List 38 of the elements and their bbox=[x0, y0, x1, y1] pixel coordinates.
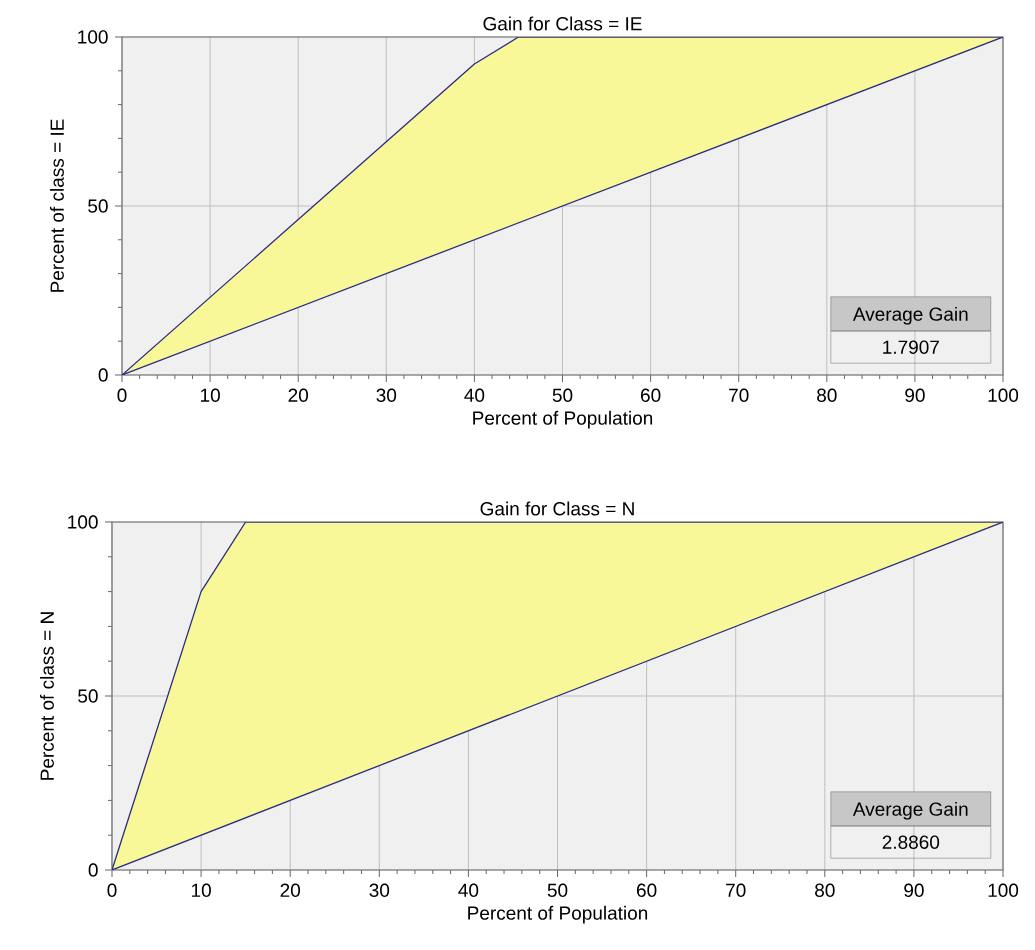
x-tick-label: 0 bbox=[117, 388, 127, 402]
y-tick-label: 50 bbox=[78, 689, 98, 703]
x-tick-label: 70 bbox=[726, 883, 746, 897]
x-tick-label: 10 bbox=[191, 883, 211, 897]
chart-title: Gain for Class = IE bbox=[483, 16, 642, 31]
annotation: Average Gain bbox=[852, 306, 968, 325]
y-tick-label: 100 bbox=[68, 515, 98, 529]
y-axis-title: Percent of class = N bbox=[39, 612, 54, 780]
x-tick-label: 0 bbox=[107, 883, 117, 897]
x-tick-label: 60 bbox=[637, 883, 657, 897]
x-tick-label: 80 bbox=[815, 883, 835, 897]
annotation: 2.8860 bbox=[882, 835, 940, 849]
x-axis-title: Percent of Population bbox=[473, 410, 653, 429]
x-tick-label: 10 bbox=[200, 388, 220, 402]
x-tick-label: 40 bbox=[458, 883, 479, 897]
y-tick-label: 50 bbox=[88, 199, 108, 213]
x-axis-title: Percent of Population bbox=[468, 905, 648, 924]
x-tick-label: 100 bbox=[988, 388, 1019, 402]
chart-title: Gain for Class = N bbox=[480, 501, 634, 516]
x-tick-label: 90 bbox=[904, 883, 924, 897]
x-tick-label: 50 bbox=[547, 883, 568, 897]
x-tick-label: 60 bbox=[641, 388, 661, 402]
x-tick-label: 40 bbox=[464, 388, 485, 402]
x-tick-label: 20 bbox=[280, 883, 301, 897]
annotation: Average Gain bbox=[852, 801, 968, 820]
y-tick-label: 0 bbox=[88, 863, 98, 877]
x-tick-label: 80 bbox=[817, 388, 837, 402]
x-tick-label: 20 bbox=[288, 388, 309, 402]
annotation: 1.7907 bbox=[883, 340, 939, 354]
x-tick-label: 30 bbox=[369, 883, 390, 897]
x-tick-label: 100 bbox=[988, 883, 1019, 897]
y-tick-label: 100 bbox=[78, 30, 108, 44]
x-tick-label: 50 bbox=[552, 388, 573, 402]
y-axis-title: Percent of class = IE bbox=[49, 119, 64, 292]
y-tick-label: 0 bbox=[98, 368, 108, 382]
x-tick-label: 70 bbox=[729, 388, 749, 402]
x-tick-label: 90 bbox=[905, 388, 925, 402]
x-tick-label: 30 bbox=[376, 388, 397, 402]
